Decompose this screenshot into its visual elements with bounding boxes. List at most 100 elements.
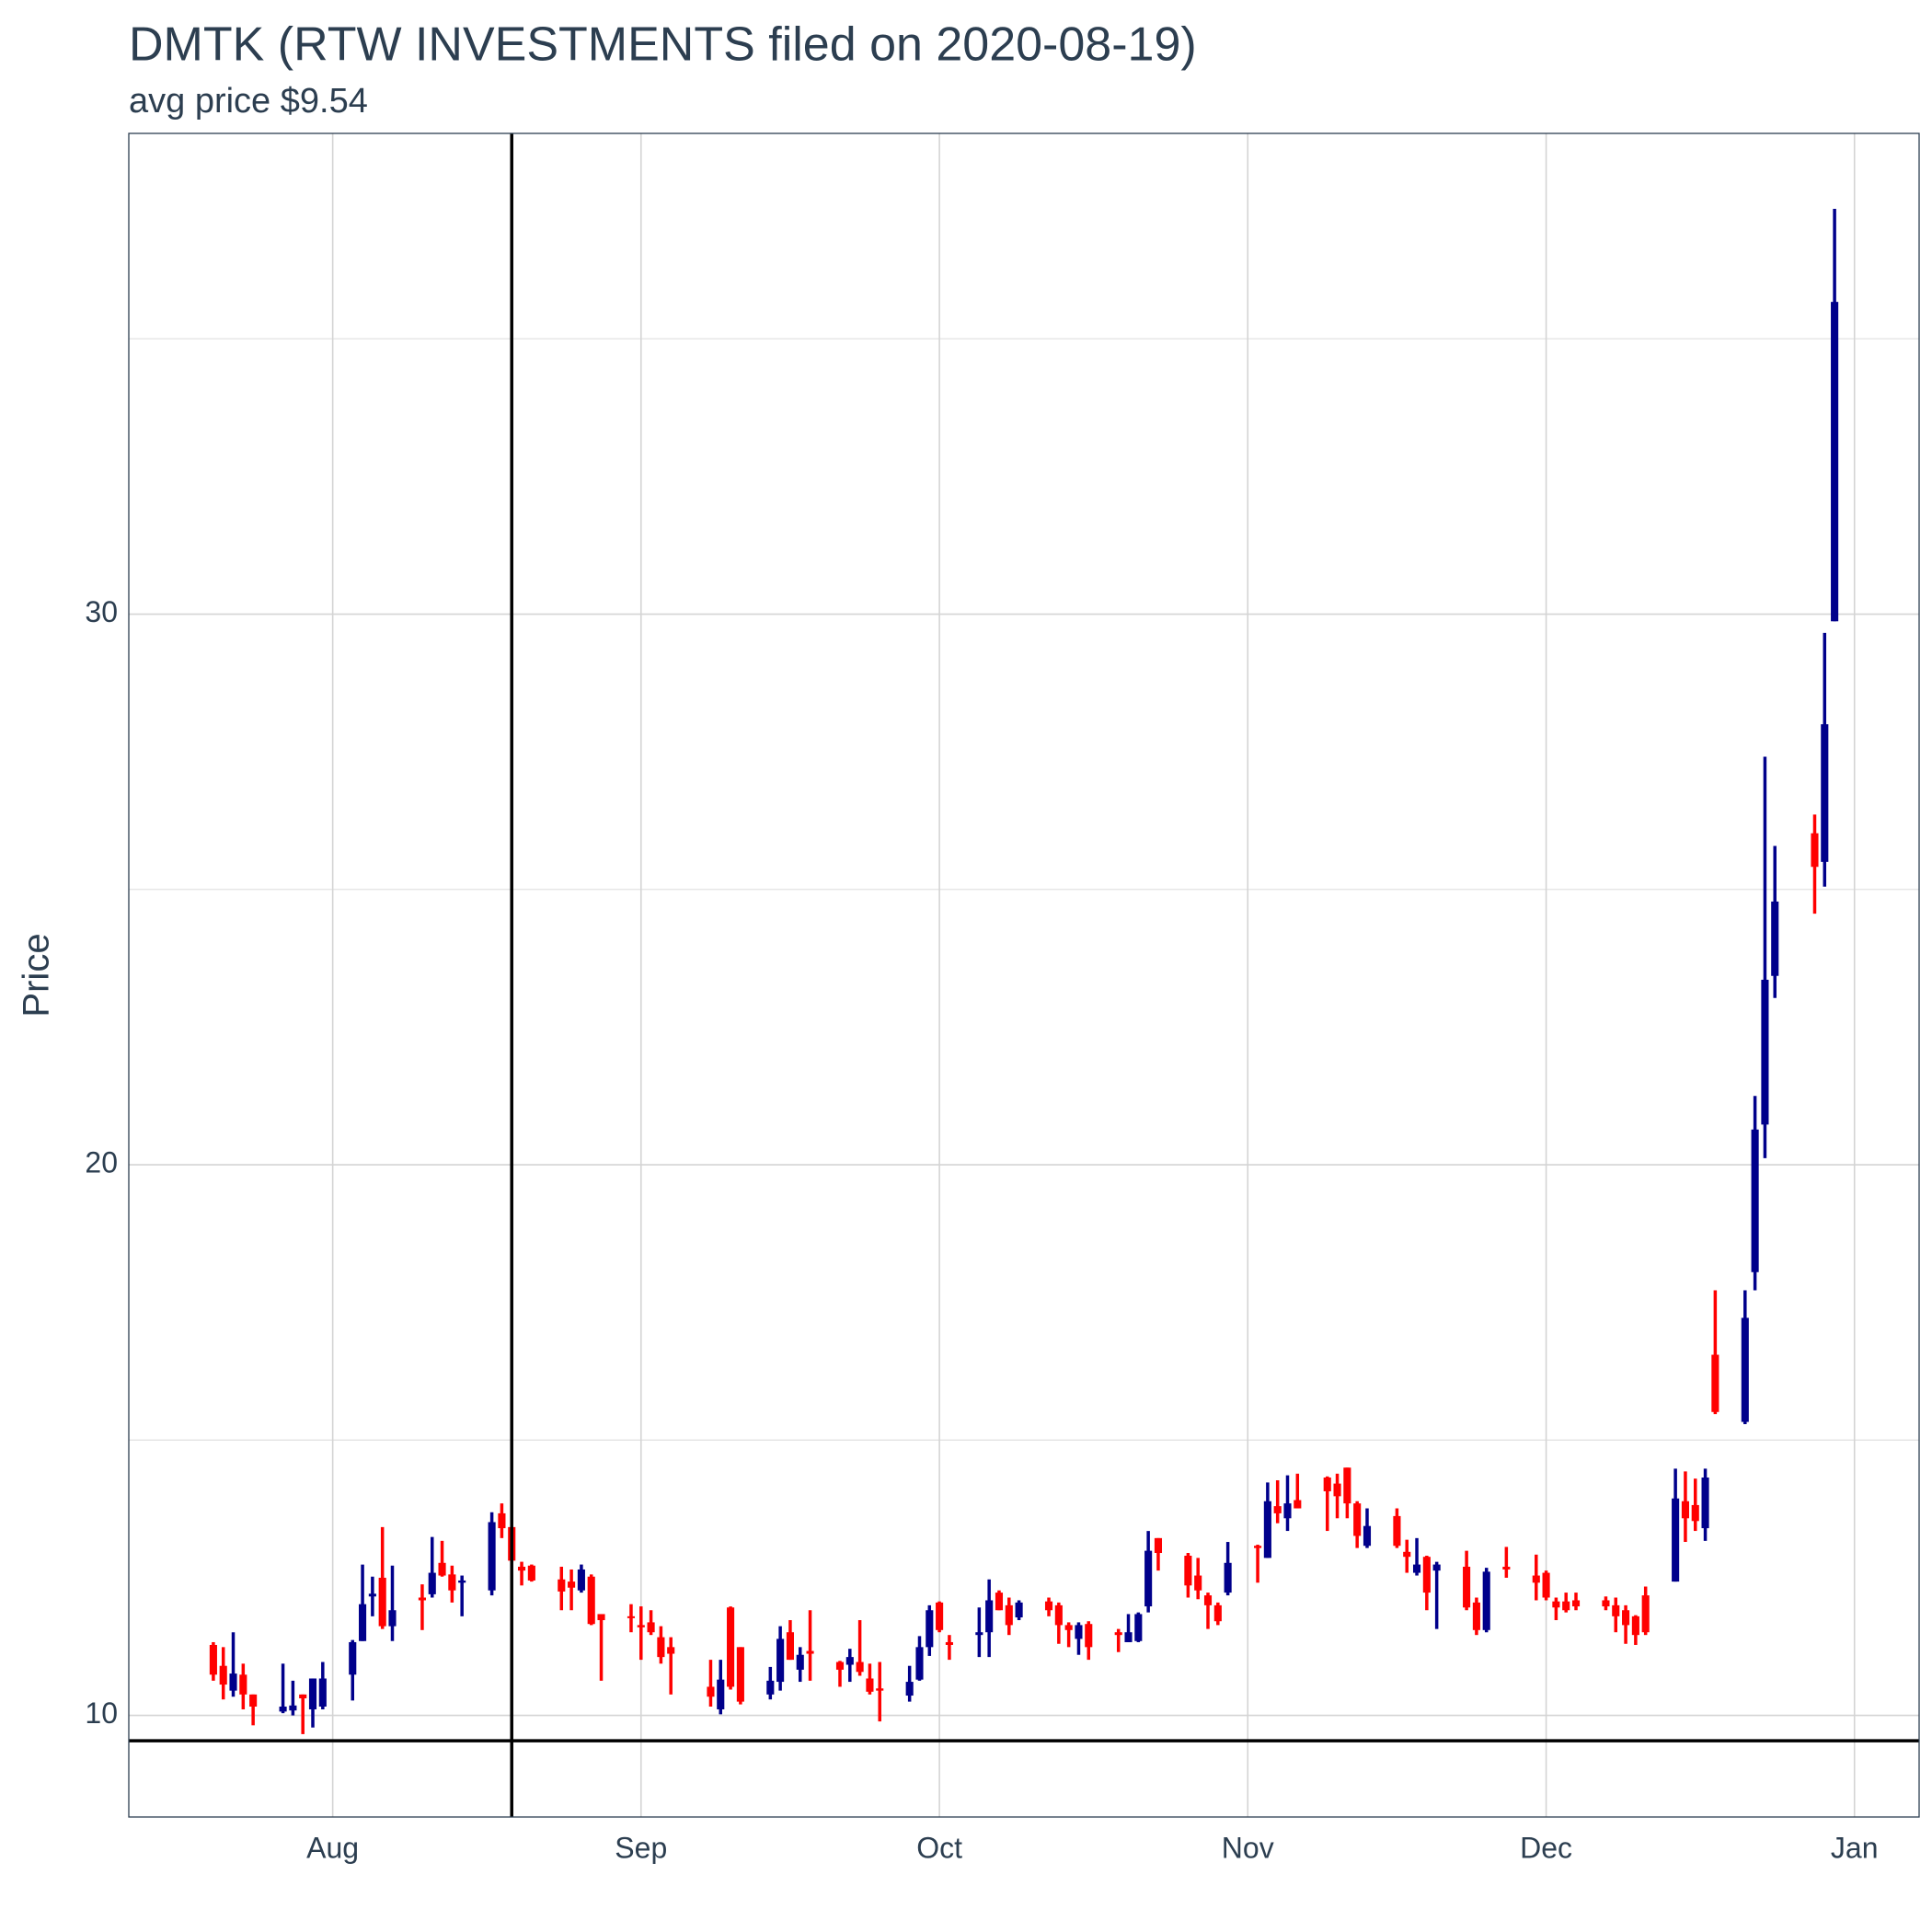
- candle-body: [985, 1600, 994, 1633]
- candle-body: [1254, 1546, 1262, 1548]
- candle-body: [1472, 1602, 1480, 1630]
- candle-body: [1672, 1498, 1680, 1582]
- candle-body: [856, 1662, 864, 1673]
- candle-body: [835, 1662, 845, 1670]
- panel-border: [128, 132, 1920, 1818]
- candle-body: [1064, 1625, 1073, 1630]
- candle-body: [378, 1577, 386, 1627]
- candle-body: [657, 1637, 665, 1658]
- candle-body: [418, 1597, 426, 1601]
- candle-body: [279, 1706, 287, 1712]
- candle-body: [1463, 1566, 1471, 1608]
- candle-body: [1482, 1571, 1490, 1630]
- reference-lines: [129, 133, 1919, 1817]
- y-tick-label: 20: [85, 1145, 118, 1179]
- y-axis-title: Price: [17, 933, 57, 1017]
- candle-body: [736, 1647, 744, 1702]
- candle-body: [488, 1522, 496, 1591]
- candle-body: [905, 1682, 914, 1696]
- chart-subtitle: avg price $9.54: [129, 82, 368, 121]
- candle-body: [1432, 1564, 1441, 1571]
- x-tick-label: Sep: [615, 1831, 667, 1864]
- candle-body: [1054, 1604, 1063, 1626]
- candle-body: [1114, 1632, 1122, 1636]
- candle-body: [448, 1574, 456, 1591]
- candle-body: [527, 1565, 535, 1581]
- y-tick-label: 30: [85, 595, 118, 628]
- candle-body: [647, 1622, 655, 1633]
- candle-body: [776, 1639, 785, 1683]
- candle-body: [349, 1641, 357, 1675]
- candle-body: [1154, 1537, 1163, 1554]
- candle-body: [845, 1657, 854, 1665]
- candle-body: [1263, 1501, 1271, 1558]
- candle-body: [1343, 1467, 1351, 1504]
- candle-body: [209, 1644, 217, 1675]
- candle-body: [568, 1581, 576, 1588]
- candle-body: [1393, 1515, 1401, 1547]
- candle-body: [1323, 1478, 1331, 1491]
- candle-body: [1294, 1500, 1302, 1509]
- candle-body: [577, 1569, 585, 1591]
- candle-body: [1771, 901, 1779, 976]
- candle-body: [498, 1512, 506, 1529]
- candle-body: [796, 1654, 804, 1670]
- candle-body: [1203, 1595, 1213, 1605]
- x-tick-label: Jan: [1831, 1831, 1879, 1864]
- candle-body: [1761, 979, 1769, 1125]
- candle-body: [428, 1572, 436, 1594]
- candle-body: [1612, 1604, 1620, 1616]
- candle-body: [219, 1665, 227, 1685]
- grid: [129, 133, 1919, 1817]
- candle-body: [627, 1616, 636, 1618]
- candle-body: [727, 1607, 735, 1687]
- candle-body: [229, 1673, 237, 1691]
- candle-body: [1333, 1483, 1341, 1497]
- candle-body: [1631, 1616, 1639, 1636]
- candle-body: [975, 1632, 983, 1636]
- x-tick-label: Aug: [306, 1831, 359, 1864]
- candle-body: [1711, 1354, 1719, 1412]
- candle-body: [786, 1632, 794, 1661]
- candle-body: [359, 1604, 367, 1641]
- candle-body: [1224, 1562, 1232, 1593]
- candle-body: [667, 1647, 675, 1654]
- candle-body: [945, 1641, 953, 1645]
- candle-body: [1701, 1478, 1709, 1529]
- candle-body: [1134, 1614, 1143, 1641]
- candle-body: [1075, 1625, 1083, 1639]
- candle-body: [876, 1688, 884, 1691]
- candle-body: [1811, 833, 1819, 868]
- candle-body: [1044, 1601, 1053, 1611]
- candle-body: [1015, 1602, 1023, 1618]
- candle-body: [1562, 1601, 1570, 1611]
- chart-title: DMTK (RTW INVESTMENTS filed on 2020-08-1…: [129, 18, 1197, 72]
- candle-body: [587, 1576, 595, 1625]
- candle-body: [1741, 1317, 1749, 1422]
- candle-body: [1751, 1129, 1759, 1272]
- candle-body: [1412, 1564, 1421, 1573]
- candle-body: [936, 1602, 944, 1630]
- candle-body: [1194, 1575, 1202, 1591]
- candle-body: [806, 1650, 814, 1654]
- candle-body: [1273, 1506, 1282, 1513]
- candle-body: [1691, 1504, 1699, 1522]
- candle-body: [239, 1674, 247, 1695]
- candle-body: [717, 1679, 725, 1709]
- x-tick-label: Dec: [1520, 1831, 1572, 1864]
- candle-body: [1403, 1551, 1411, 1558]
- candle-body: [1681, 1501, 1689, 1519]
- candle-body: [1502, 1566, 1511, 1570]
- candle-body: [707, 1686, 715, 1697]
- candle-body: [995, 1593, 1004, 1611]
- candle-body: [1124, 1632, 1133, 1642]
- candle-body: [458, 1580, 466, 1583]
- candle-body: [318, 1678, 327, 1707]
- candle-body: [1184, 1555, 1192, 1586]
- candle-body: [299, 1694, 307, 1699]
- candle-body: [1353, 1503, 1362, 1536]
- candle-body: [1622, 1610, 1630, 1626]
- candle-body: [637, 1625, 645, 1627]
